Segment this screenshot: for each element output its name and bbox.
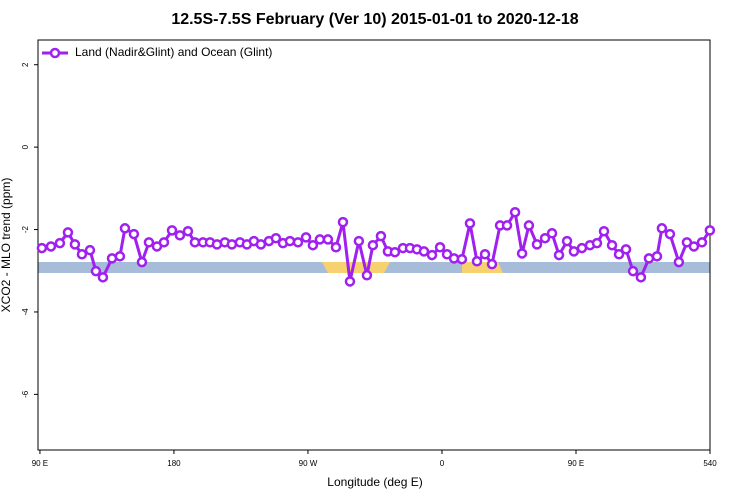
data-point xyxy=(84,244,96,256)
data-point xyxy=(696,237,708,248)
data-point xyxy=(516,248,528,259)
data-point xyxy=(158,237,170,248)
data-point xyxy=(568,246,580,257)
data-point xyxy=(255,239,267,250)
data-point xyxy=(704,225,716,236)
data-point xyxy=(471,256,483,267)
data-point xyxy=(620,244,632,255)
map-strip xyxy=(38,262,710,273)
data-point xyxy=(561,235,573,247)
data-point xyxy=(688,241,700,252)
data-point xyxy=(174,230,186,241)
data-point xyxy=(292,237,304,248)
y-tick-label: 0 xyxy=(21,144,30,149)
data-point xyxy=(367,239,379,251)
y-tick-label: 2 xyxy=(21,62,30,67)
data-point xyxy=(90,265,102,277)
data-point xyxy=(270,232,282,244)
data-point xyxy=(664,228,676,240)
data-point xyxy=(182,225,194,237)
data-point xyxy=(418,246,430,257)
data-point xyxy=(136,256,148,268)
x-tick-label: 180 xyxy=(167,459,181,468)
data-point xyxy=(36,242,48,254)
data-point xyxy=(627,265,639,277)
y-tick-label: -4 xyxy=(21,308,30,316)
data-point xyxy=(128,228,140,240)
data-point xyxy=(651,251,663,262)
x-tick-label: 90 E xyxy=(32,459,48,468)
data-point xyxy=(464,218,476,229)
data-point xyxy=(479,249,491,260)
data-point xyxy=(643,253,655,264)
data-point xyxy=(456,253,468,265)
x-tick-label: 90 E xyxy=(568,459,584,468)
y-tick-label: -2 xyxy=(21,225,30,233)
data-point xyxy=(509,206,521,218)
data-point xyxy=(613,249,625,260)
data-point xyxy=(62,227,74,238)
data-point xyxy=(539,232,551,244)
x-tick-label: 90 W xyxy=(299,459,318,468)
data-point xyxy=(300,232,312,243)
data-point xyxy=(553,249,565,261)
data-point xyxy=(114,251,126,262)
data-point xyxy=(143,237,155,248)
data-point xyxy=(284,235,296,247)
data-point xyxy=(54,237,66,249)
data-point xyxy=(546,228,558,239)
data-point xyxy=(330,242,342,253)
data-point xyxy=(434,242,446,253)
data-point xyxy=(486,258,498,270)
data-point xyxy=(97,272,109,283)
legend-label: Land (Nadir&Glint) and Ocean (Glint) xyxy=(75,45,272,59)
chart-title: 12.5S-7.5S February (Ver 10) 2015-01-01 … xyxy=(171,11,578,28)
land-patch xyxy=(322,262,390,273)
data-point xyxy=(361,270,373,281)
data-point xyxy=(45,241,57,252)
data-point xyxy=(591,237,603,249)
x-axis-label: Longitude (deg E) xyxy=(327,475,422,489)
y-tick-label: -6 xyxy=(21,390,30,398)
data-point xyxy=(307,239,319,251)
data-point xyxy=(673,256,685,268)
data-point xyxy=(523,220,535,231)
x-tick-label: 0 xyxy=(440,459,445,468)
data-point xyxy=(598,225,610,237)
data-point xyxy=(531,239,543,250)
data-point xyxy=(375,230,387,242)
data-point xyxy=(69,239,81,250)
data-point xyxy=(426,249,438,261)
data-point xyxy=(353,235,365,247)
data-point xyxy=(606,239,618,251)
data-point xyxy=(322,234,334,245)
data-point xyxy=(119,223,131,234)
y-axis-label: XCO2 - MLO trend (ppm) xyxy=(0,178,13,313)
data-point xyxy=(635,272,647,283)
data-point xyxy=(389,246,401,258)
data-point xyxy=(656,223,668,234)
data-point xyxy=(344,276,356,287)
data-point xyxy=(226,239,238,250)
data-point xyxy=(501,220,513,231)
legend-marker xyxy=(49,47,61,59)
x-tick-label: 540 xyxy=(703,459,717,468)
data-point xyxy=(337,216,349,228)
data-point xyxy=(76,249,88,260)
data-point xyxy=(166,225,178,236)
